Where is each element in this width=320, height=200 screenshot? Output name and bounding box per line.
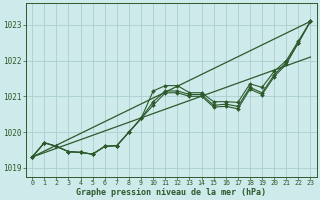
X-axis label: Graphe pression niveau de la mer (hPa): Graphe pression niveau de la mer (hPa) <box>76 188 266 197</box>
